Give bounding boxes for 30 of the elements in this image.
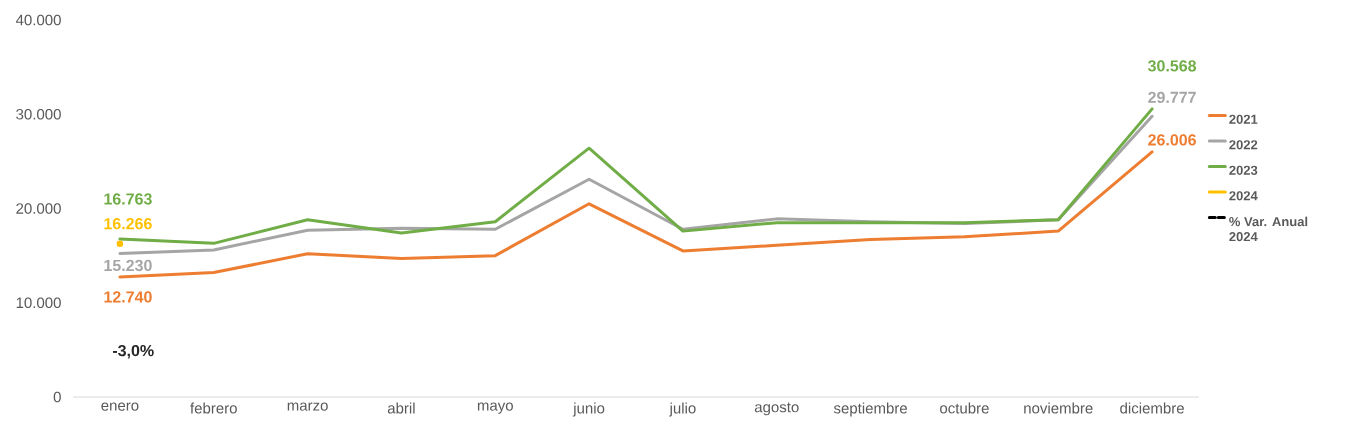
- x-tick-label: enero: [101, 402, 139, 411]
- data-label: 16.763: [104, 193, 152, 205]
- y-tick-label: 40.000: [15, 14, 61, 26]
- x-tick-label: noviembre: [1024, 402, 1093, 414]
- x-tick-label: mayo: [477, 402, 513, 414]
- y-tick-label: 0: [53, 391, 61, 403]
- x-tick-label: junio: [572, 402, 605, 417]
- y-tick-label: 20.000: [16, 203, 61, 214]
- data-label: 12.740: [104, 291, 152, 303]
- x-tick-label: agosto: [754, 402, 799, 416]
- annotation: -3,0%: [112, 344, 154, 359]
- data-label: 15.230: [104, 259, 152, 272]
- legend-label: 2021: [1229, 114, 1258, 124]
- x-tick-label: diciembre: [1120, 402, 1184, 414]
- x-tick-label: abril: [387, 402, 415, 414]
- x-tick-label: julio: [669, 402, 696, 417]
- x-tick-label: marzo: [287, 402, 328, 411]
- x-tick-label: octubre: [940, 402, 989, 414]
- x-tick-label: septiembre: [833, 402, 907, 417]
- legend-label: 2024: [1229, 191, 1258, 201]
- y-tick-label: 10.000: [16, 297, 61, 309]
- data-label: 16.266: [104, 218, 152, 230]
- y-tick-label: 30.000: [16, 108, 61, 120]
- x-tick-label: febrero: [190, 402, 237, 414]
- legend-label: % Var. Anual 2024: [1229, 216, 1308, 242]
- data-label: 26.006: [1148, 134, 1196, 146]
- data-label: 29.777: [1148, 91, 1196, 104]
- legend-label: 2022: [1229, 140, 1258, 150]
- data-label: 30.568: [1147, 60, 1197, 72]
- legend-label: 2023: [1229, 165, 1258, 175]
